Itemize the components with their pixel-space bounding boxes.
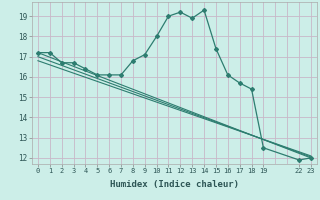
X-axis label: Humidex (Indice chaleur): Humidex (Indice chaleur) [110,180,239,189]
